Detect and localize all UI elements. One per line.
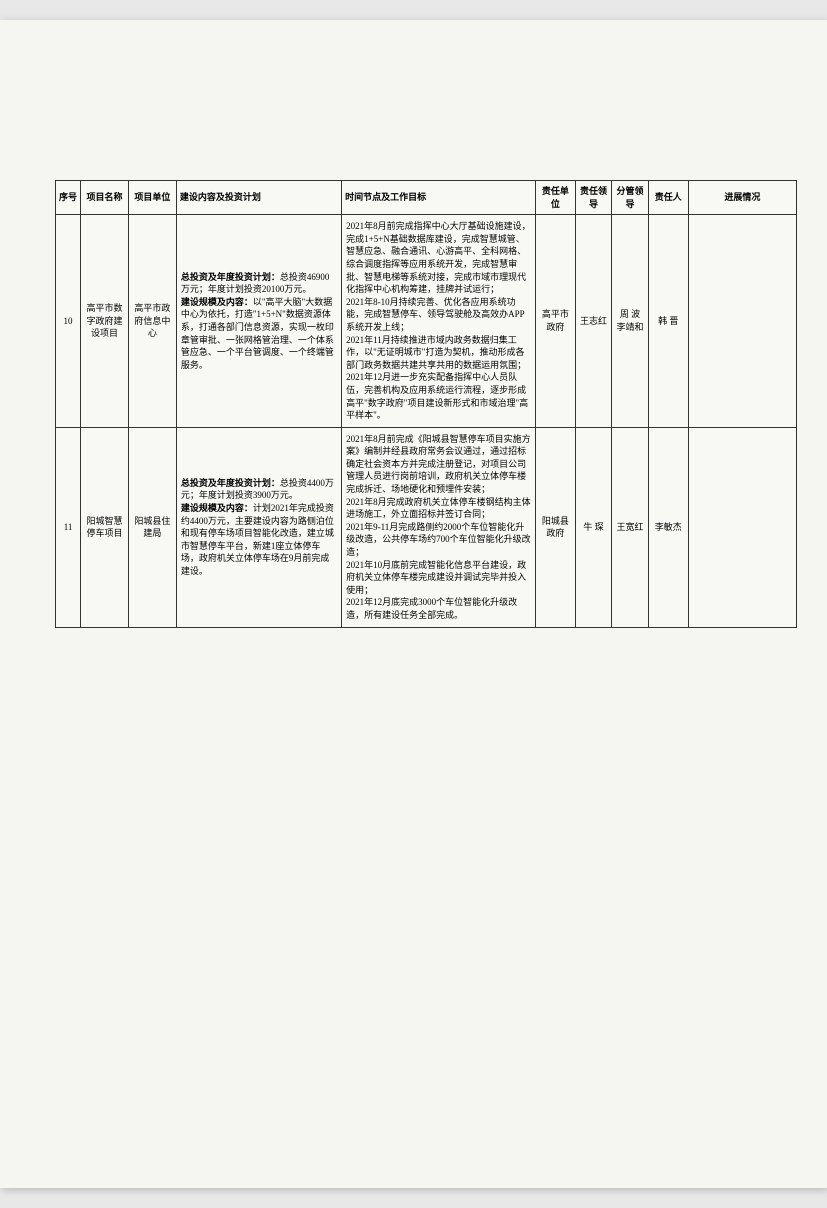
plan-text-2: 以"高平大脑"大数据中心为依托，打造"1+5+N"数据资源体系，打通各部门信息资… [181, 297, 334, 370]
header-time: 时间节点及工作目标 [342, 181, 536, 215]
cell-time: 2021年8月前完成《阳城县智慧停车项目实施方案》编制并经县政府常务会议通过，通… [342, 427, 536, 627]
cell-resp-unit: 高平市政府 [535, 215, 575, 428]
cell-mgmt-lead: 周 波 李靖和 [612, 215, 648, 428]
cell-plan: 总投资及年度投资计划：总投资46900万元；年度计划投资20100万元。 建设规… [176, 215, 341, 428]
header-resp-person: 责任人 [648, 181, 688, 215]
plan-label-1: 总投资及年度投资计划： [181, 272, 280, 282]
cell-name: 阳城智慧停车项目 [81, 427, 129, 627]
plan-text-2: 计划2021年完成投资约4400万元，主要建设内容为路侧泊位和现有停车场项目智能… [181, 503, 334, 576]
table-row: 10 高平市数字政府建设项目 高平市政府信息中心 总投资及年度投资计划：总投资4… [56, 215, 797, 428]
document-page: 序号 项目名称 项目单位 建设内容及投资计划 时间节点及工作目标 责任单位 责任… [0, 20, 827, 1188]
cell-seq: 11 [56, 427, 81, 627]
cell-mgmt-lead: 王宽红 [612, 427, 648, 627]
cell-resp-person: 韩 晋 [648, 215, 688, 428]
header-progress: 进展情况 [688, 181, 796, 215]
cell-name: 高平市数字政府建设项目 [81, 215, 129, 428]
plan-label-1: 总投资及年度投资计划： [181, 478, 280, 488]
cell-unit: 高平市政府信息中心 [128, 215, 176, 428]
cell-resp-lead: 牛 琛 [575, 427, 611, 627]
plan-label-2: 建设规模及内容： [181, 503, 253, 513]
cell-progress [688, 215, 796, 428]
table-row: 11 阳城智慧停车项目 阳城县住建局 总投资及年度投资计划：总投资4400万元；… [56, 427, 797, 627]
header-plan: 建设内容及投资计划 [176, 181, 341, 215]
cell-time: 2021年8月前完成指挥中心大厅基础设施建设，完成1+5+N基础数据库建设，完成… [342, 215, 536, 428]
header-resp-lead: 责任领导 [575, 181, 611, 215]
cell-resp-person: 李敏杰 [648, 427, 688, 627]
cell-unit: 阳城县住建局 [128, 427, 176, 627]
cell-resp-lead: 王志红 [575, 215, 611, 428]
header-unit: 项目单位 [128, 181, 176, 215]
header-name: 项目名称 [81, 181, 129, 215]
cell-plan: 总投资及年度投资计划：总投资4400万元；年度计划投资3900万元。 建设规模及… [176, 427, 341, 627]
plan-label-2: 建设规模及内容： [181, 297, 253, 307]
cell-seq: 10 [56, 215, 81, 428]
project-table: 序号 项目名称 项目单位 建设内容及投资计划 时间节点及工作目标 责任单位 责任… [55, 180, 797, 628]
table-header-row: 序号 项目名称 项目单位 建设内容及投资计划 时间节点及工作目标 责任单位 责任… [56, 181, 797, 215]
cell-progress [688, 427, 796, 627]
header-mgmt-lead: 分管领导 [612, 181, 648, 215]
content-area: 序号 项目名称 项目单位 建设内容及投资计划 时间节点及工作目标 责任单位 责任… [55, 180, 797, 628]
cell-resp-unit: 阳城县政府 [535, 427, 575, 627]
header-seq: 序号 [56, 181, 81, 215]
header-resp-unit: 责任单位 [535, 181, 575, 215]
